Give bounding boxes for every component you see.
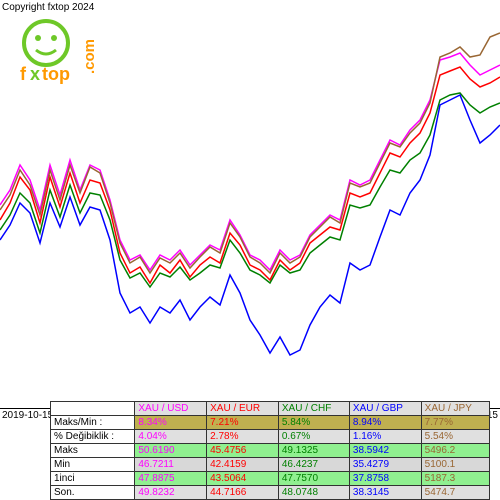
cell: 49.8232 xyxy=(135,486,207,500)
cell: 5.84% xyxy=(278,416,349,430)
cell: 45.4756 xyxy=(207,444,279,458)
cell: 7.77% xyxy=(421,416,489,430)
price-chart xyxy=(0,15,500,410)
series-xaugbp xyxy=(0,95,500,355)
row-label: % Değibiklik : xyxy=(51,430,135,444)
cell: 4.04% xyxy=(135,430,207,444)
header-xaujpy: XAU / JPY xyxy=(421,402,489,416)
cell: 5100.1 xyxy=(421,458,489,472)
header-blank xyxy=(51,402,135,416)
cell: 49.1325 xyxy=(278,444,349,458)
cell: 8.94% xyxy=(349,416,421,430)
row-label: Son. xyxy=(51,486,135,500)
row-label: Maks xyxy=(51,444,135,458)
cell: 47.8875 xyxy=(135,472,207,486)
cell: 43.5064 xyxy=(207,472,279,486)
cell: 46.7211 xyxy=(135,458,207,472)
header-xauusd: XAU / USD xyxy=(135,402,207,416)
cell: 46.4237 xyxy=(278,458,349,472)
header-xaueur: XAU / EUR xyxy=(207,402,279,416)
row-label: Maks/Min : xyxy=(51,416,135,430)
copyright-text: Copyright fxtop 2024 xyxy=(2,2,94,13)
cell: 38.5942 xyxy=(349,444,421,458)
header-xauchf: XAU / CHF xyxy=(278,402,349,416)
cell: 0.67% xyxy=(278,430,349,444)
row-label: Min xyxy=(51,458,135,472)
cell: 8.34% xyxy=(135,416,207,430)
cell: 38.3145 xyxy=(349,486,421,500)
cell: 7.21% xyxy=(207,416,279,430)
series-xaujpy xyxy=(0,33,500,273)
series-xauusd xyxy=(0,53,500,270)
cell: 37.8758 xyxy=(349,472,421,486)
header-xaugbp: XAU / GBP xyxy=(349,402,421,416)
cell: 1.16% xyxy=(349,430,421,444)
row-label: 1inci xyxy=(51,472,135,486)
cell: 5496.2 xyxy=(421,444,489,458)
cell: 50.6190 xyxy=(135,444,207,458)
cell: 5474.7 xyxy=(421,486,489,500)
cell: 42.4159 xyxy=(207,458,279,472)
cell: 48.0748 xyxy=(278,486,349,500)
cell: 2.78% xyxy=(207,430,279,444)
stats-table: XAU / USDXAU / EURXAU / CHFXAU / GBPXAU … xyxy=(50,401,490,500)
cell: 47.7570 xyxy=(278,472,349,486)
cell: 35.4279 xyxy=(349,458,421,472)
cell: 5.54% xyxy=(421,430,489,444)
x-start-label: 2019-10-15 xyxy=(2,410,53,421)
cell: 5187.3 xyxy=(421,472,489,486)
cell: 44.7166 xyxy=(207,486,279,500)
